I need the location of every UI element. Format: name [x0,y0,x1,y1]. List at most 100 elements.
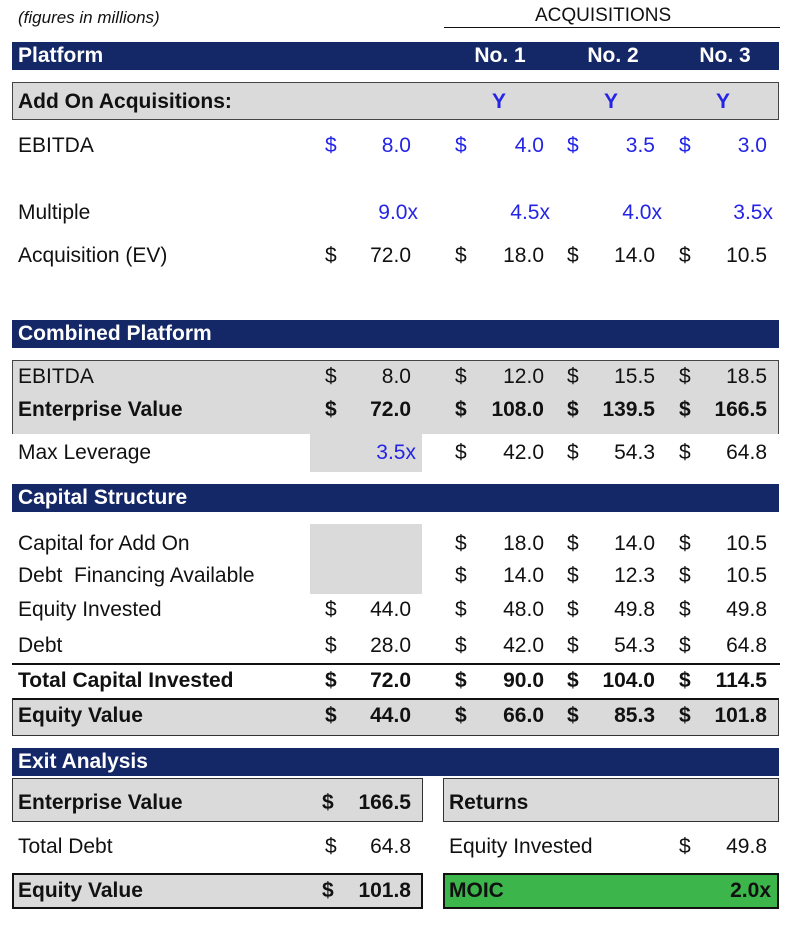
col-header-2: No. 2 [587,44,639,67]
table-row: Max Leverage 3.5x $ 42.0 $ 54.3 $ 64.8 [0,441,798,471]
cur-3: $ [679,365,691,388]
units-note: (figures in millions) [18,8,160,27]
exit-debt-label: Total Debt [18,835,113,858]
acquisitions-underline [444,27,780,28]
val-2: 139.5 [602,398,655,421]
val-2: 54.3 [614,634,655,657]
exit-eqv-cur: $ [322,879,334,902]
val-2: 3.5 [625,134,655,157]
cur-3: $ [679,532,691,555]
capital-title: Capital Structure [18,486,188,509]
val-2: 104.0 [602,669,655,692]
row-label: EBITDA [18,365,94,388]
cur-2: $ [567,441,579,464]
cur-2: $ [567,398,579,421]
exit-eqv-box [12,873,423,909]
val-3: 114.5 [715,669,767,692]
table-row: EBITDA $ 8.0 $ 12.0 $ 15.5 $ 18.5 [0,365,798,395]
val-3: 3.5x [733,201,773,224]
val-2: 14.0 [614,532,655,555]
addon-flag-3: Y [716,90,731,113]
val-1: 4.5x [510,201,550,224]
cur-1: $ [455,564,467,587]
max-leverage-input [310,434,422,472]
val-1: 42.0 [503,441,544,464]
cur-0: $ [325,365,337,388]
exit-ev-box [12,778,423,822]
cur-1: $ [455,365,467,388]
cur-2: $ [567,598,579,621]
row-label: EBITDA [18,134,94,157]
cur-3: $ [679,564,691,587]
moic-value: 2.0x [730,879,771,902]
returns-eqi-cur: $ [679,835,691,858]
val-0: 8.0 [381,134,411,157]
cur-1: $ [455,532,467,555]
cur-3: $ [679,441,691,464]
cur-1: $ [455,398,467,421]
cur-0: $ [325,598,337,621]
val-3: 10.5 [726,532,767,555]
cur-0: $ [325,704,337,727]
val-2: 4.0x [622,201,662,224]
col-header-1: No. 1 [474,44,526,67]
exit-debt-cur: $ [325,835,337,858]
val-2: 12.3 [614,564,655,587]
val-1: 42.0 [503,634,544,657]
cur-3: $ [679,598,691,621]
cur-3: $ [679,634,691,657]
cur-3: $ [679,244,691,267]
cur-2: $ [567,134,579,157]
cur-2: $ [567,634,579,657]
cur-3: $ [679,669,691,692]
val-3: 18.5 [726,365,767,388]
cur-1: $ [455,134,467,157]
exit-ev-label: Enterprise Value [18,791,183,814]
val-0: 72.0 [370,398,411,421]
val-2: 15.5 [614,365,655,388]
table-row: Enterprise Value $ 72.0 $ 108.0 $ 139.5 … [0,398,798,428]
val-3: 166.5 [714,398,767,421]
cur-2: $ [567,365,579,388]
acquisitions-header: ACQUISITIONS [535,5,672,26]
val-2: 14.0 [614,244,655,267]
val-1: 90.0 [503,669,544,692]
row-label: Equity Invested [18,598,162,621]
val-1: 48.0 [503,598,544,621]
cur-1: $ [455,634,467,657]
row-label: Enterprise Value [18,398,183,421]
cur-3: $ [679,134,691,157]
cur-0: $ [325,669,337,692]
val-2: 85.3 [614,704,655,727]
val-0: 8.0 [381,365,411,388]
moic-box [443,873,779,909]
cur-1: $ [455,441,467,464]
val-0: 72.0 [370,244,411,267]
val-3: 64.8 [726,441,767,464]
row-label: Total Capital Invested [18,669,234,692]
cur-2: $ [567,669,579,692]
row-label: Multiple [18,201,91,224]
val-0: 44.0 [370,704,411,727]
cur-1: $ [455,598,467,621]
addon-row [12,82,779,120]
combined-title: Combined Platform [18,322,212,345]
table-row: Total Capital Invested $ 72.0 $ 90.0 $ 1… [0,669,798,699]
row-label: Capital for Add On [18,532,190,555]
val-0: 44.0 [370,598,411,621]
val-0: 3.5x [376,441,416,464]
exit-ev-val: 166.5 [358,791,411,814]
val-2: 54.3 [614,441,655,464]
cur-2: $ [567,704,579,727]
val-0: 9.0x [378,201,418,224]
cur-1: $ [455,669,467,692]
addon-label: Add On Acquisitions: [18,90,232,113]
cur-2: $ [567,244,579,267]
platform-band: Platform No. 1 No. 2 No. 3 [12,42,779,70]
val-1: 18.0 [503,244,544,267]
exit-ev-cur: $ [322,791,334,814]
val-3: 10.5 [726,244,767,267]
cur-3: $ [679,704,691,727]
col-header-3: No. 3 [699,44,751,67]
total-rule [12,663,780,665]
